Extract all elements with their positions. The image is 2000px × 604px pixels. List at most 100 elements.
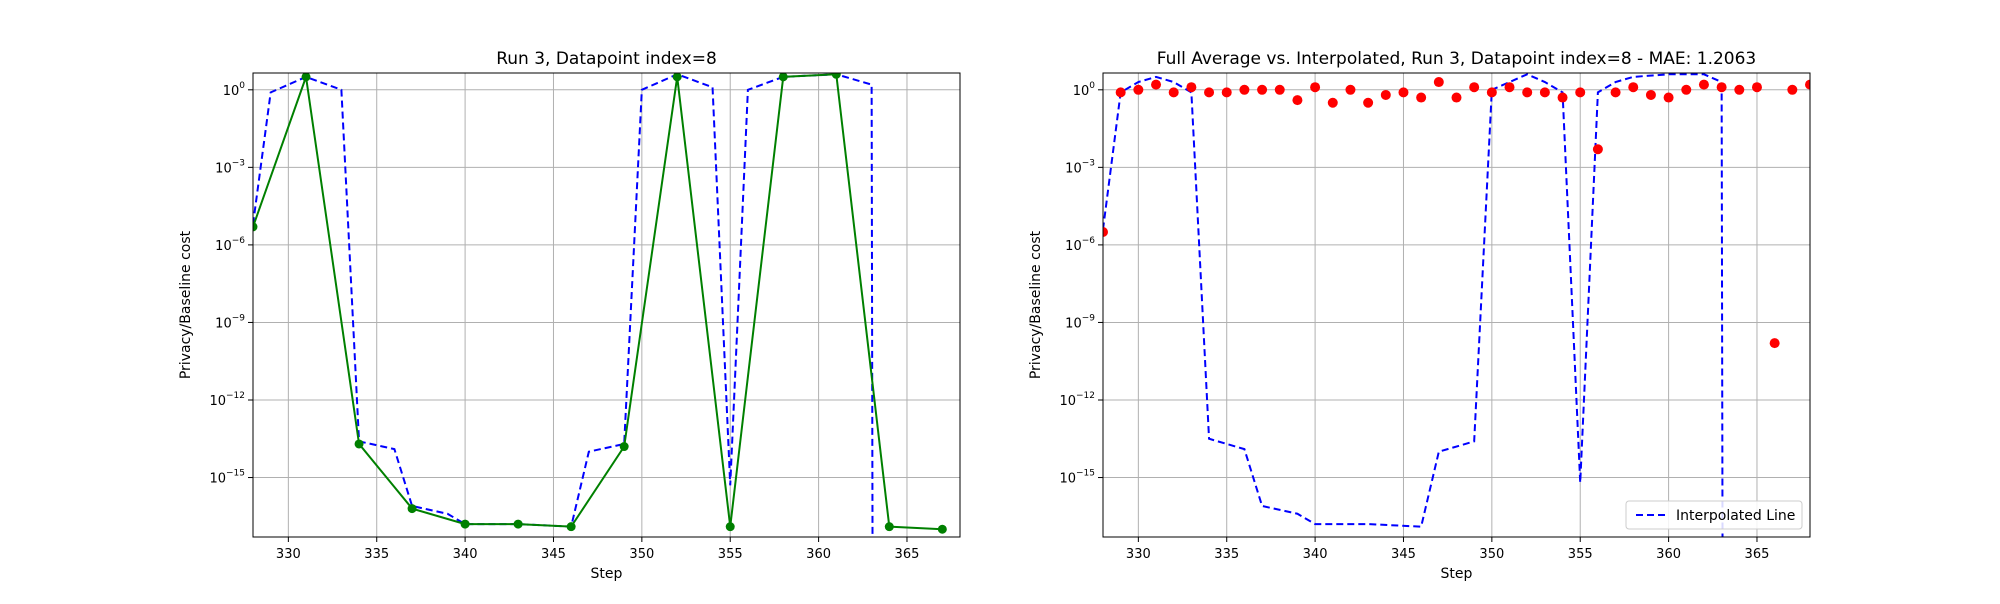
data-point-red — [1186, 82, 1197, 93]
y-tick-label: 10−3 — [1065, 158, 1095, 176]
legend-box — [1625, 500, 1803, 530]
x-tick-label: 335 — [364, 547, 389, 562]
data-point-red — [1698, 79, 1709, 90]
series-group — [1103, 73, 1810, 537]
x-axis-label: Step — [591, 566, 623, 582]
data-point-green — [672, 73, 682, 82]
y-tick-label: 10−3 — [215, 158, 245, 176]
y-tick-label: 100 — [1073, 81, 1096, 99]
data-point-red — [1645, 89, 1656, 100]
data-point-red — [1115, 87, 1126, 98]
legend: Interpolated Line — [1625, 500, 1803, 530]
data-point-red — [1734, 84, 1745, 95]
data-point-red — [1451, 92, 1462, 103]
data-point-green — [253, 222, 258, 232]
data-point-green — [884, 522, 894, 532]
y-tick-label: 10−15 — [209, 469, 245, 487]
x-axis-label: Step — [1441, 566, 1473, 582]
data-point-red — [1663, 92, 1674, 103]
data-point-green — [301, 73, 311, 82]
data-point-red — [1257, 84, 1268, 95]
data-point-red — [1168, 87, 1179, 98]
data-point-red — [1345, 84, 1356, 95]
data-point-red — [1274, 84, 1285, 95]
y-tick-label: 10−6 — [1065, 236, 1095, 254]
chart-title: Full Average vs. Interpolated, Run 3, Da… — [1157, 49, 1757, 69]
data-point-green — [460, 519, 470, 529]
y-axis-label: Privacy/Baseline cost — [178, 230, 194, 379]
legend-label: Interpolated Line — [1676, 508, 1795, 524]
chart-1: 330 335 340 345 350 355 360 365 100 10−3 10−6 10−9 1… — [178, 49, 961, 582]
data-point-green — [937, 524, 947, 534]
data-point-red — [1310, 82, 1321, 93]
data-point-red — [1610, 87, 1621, 98]
data-point-green — [725, 522, 735, 532]
data-point-red — [1433, 77, 1444, 88]
plot-area — [253, 73, 960, 537]
data-point-red — [1133, 84, 1144, 95]
plot-frame — [1102, 72, 1811, 538]
plot-area — [1103, 73, 1810, 537]
x-tick-label: 365 — [895, 547, 920, 562]
data-point-red — [1151, 79, 1162, 90]
x-tick-label: 360 — [806, 547, 831, 562]
actual-line — [253, 73, 943, 531]
data-point-red — [1575, 87, 1586, 98]
data-point-red — [1239, 84, 1250, 95]
data-point-red — [1398, 87, 1409, 98]
x-tick-label: 340 — [1303, 547, 1328, 562]
x-tick-label: 345 — [1391, 547, 1416, 562]
y-tick-label: 10−15 — [1059, 469, 1095, 487]
chart-title: Run 3, Datapoint index=8 — [496, 49, 717, 69]
data-point-red — [1716, 82, 1727, 93]
data-point-red — [1416, 92, 1427, 103]
data-point-red — [1204, 87, 1215, 98]
x-tick-label: 360 — [1656, 547, 1681, 562]
data-point-red — [1363, 97, 1374, 108]
data-point-red — [1539, 87, 1550, 98]
data-point-green — [831, 73, 841, 79]
data-point-red — [1486, 87, 1497, 98]
series-group — [253, 73, 947, 537]
y-tick-label: 10−9 — [215, 313, 245, 331]
x-tick-label: 330 — [276, 547, 301, 562]
data-point-green — [513, 519, 523, 529]
data-point-red — [1769, 338, 1780, 349]
data-point-red — [1221, 87, 1232, 98]
y-tick-label: 100 — [223, 81, 246, 99]
data-point-red — [1103, 226, 1108, 237]
x-tick-label: 345 — [541, 547, 566, 562]
data-point-red — [1292, 95, 1303, 106]
data-point-red — [1592, 144, 1603, 155]
data-point-green — [566, 522, 576, 532]
chart-2: 330 335 340 345 350 355 360 365 100 10−3 10−6 10−9 1… — [1028, 49, 1811, 582]
data-point-red — [1469, 82, 1480, 93]
data-point-red — [1681, 84, 1692, 95]
x-tick-label: 365 — [1745, 547, 1770, 562]
data-point-red — [1522, 87, 1533, 98]
y-tick-label: 10−6 — [215, 236, 245, 254]
data-point-red — [1504, 82, 1515, 93]
x-tick-label: 355 — [718, 547, 743, 562]
data-point-green — [354, 439, 364, 449]
data-point-red — [1327, 97, 1338, 108]
x-tick-label: 350 — [1479, 547, 1504, 562]
data-point-red — [1628, 82, 1639, 93]
interpolated-line — [1103, 73, 1724, 537]
data-point-red — [1380, 89, 1391, 100]
x-tick-label: 335 — [1214, 547, 1239, 562]
data-point-green — [778, 73, 788, 82]
plot-frame — [252, 72, 961, 538]
data-point-red — [1805, 79, 1810, 90]
x-tick-label: 330 — [1126, 547, 1151, 562]
data-point-red — [1787, 84, 1798, 95]
data-point-green — [407, 504, 417, 514]
data-point-green — [619, 442, 629, 452]
y-tick-label: 10−12 — [209, 391, 245, 409]
x-tick-label: 350 — [629, 547, 654, 562]
interpolated-line — [253, 73, 874, 537]
data-point-red — [1751, 82, 1762, 93]
x-tick-label: 340 — [453, 547, 478, 562]
